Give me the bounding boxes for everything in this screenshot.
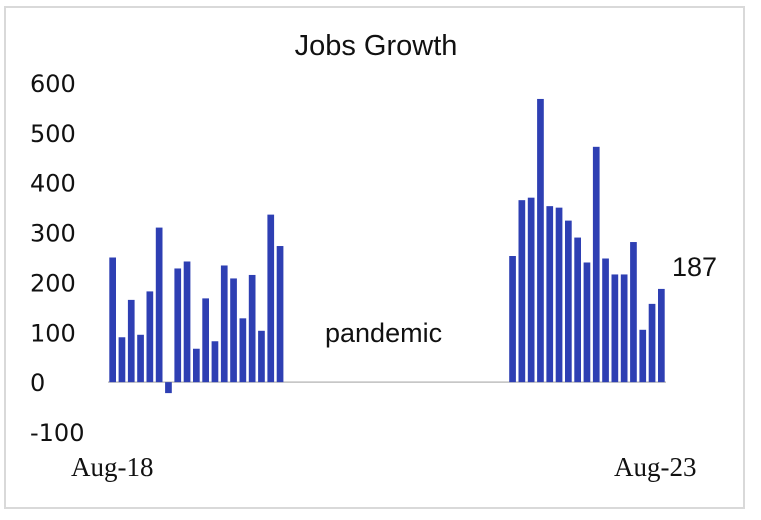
y-axis-ticks: -100 0 100 200 300 400 500 600 <box>30 70 84 447</box>
bar <box>230 278 237 383</box>
bar <box>537 98 544 383</box>
bar <box>630 242 637 383</box>
bar <box>276 246 284 383</box>
bar <box>509 256 516 383</box>
y-tick-label: 0 <box>30 369 45 397</box>
bar <box>220 265 228 383</box>
bar <box>211 341 219 383</box>
y-tick-label: 500 <box>30 120 76 148</box>
bar <box>574 237 581 383</box>
bar <box>648 303 656 383</box>
last-value-label: 187 <box>672 252 718 282</box>
y-tick-label: 400 <box>30 170 76 198</box>
bar <box>639 329 647 383</box>
bar <box>165 382 172 394</box>
bar <box>267 214 275 383</box>
x-tick-start: Aug-18 <box>71 452 154 482</box>
bar <box>518 200 526 383</box>
bar <box>127 299 135 383</box>
bar <box>137 334 144 383</box>
bar <box>611 274 619 383</box>
pandemic-annotation: pandemic <box>325 318 443 348</box>
bar <box>546 206 554 383</box>
bar <box>202 298 209 383</box>
bar <box>592 146 600 383</box>
bar <box>239 318 247 383</box>
y-tick-label: 200 <box>30 269 76 297</box>
y-tick-label: 600 <box>30 70 76 98</box>
bar <box>258 330 265 383</box>
bar <box>555 207 563 383</box>
bar <box>248 274 256 383</box>
bar <box>155 227 163 383</box>
bar <box>527 197 535 383</box>
bar <box>658 288 665 383</box>
bar-series <box>109 98 665 394</box>
y-tick-label: 300 <box>30 220 76 248</box>
bar <box>565 220 572 383</box>
bar <box>193 348 200 383</box>
y-tick-label: 100 <box>30 319 76 347</box>
x-tick-end: Aug-23 <box>614 452 697 482</box>
bar <box>146 291 154 383</box>
bar <box>174 268 182 383</box>
bar <box>583 262 591 383</box>
bar <box>109 257 116 383</box>
bar <box>183 261 191 383</box>
bar <box>118 337 126 383</box>
bar <box>620 274 628 383</box>
bar <box>602 258 609 383</box>
chart-frame <box>4 6 745 509</box>
y-tick-label: -100 <box>30 419 84 447</box>
chart-title: Jobs Growth <box>294 30 458 62</box>
